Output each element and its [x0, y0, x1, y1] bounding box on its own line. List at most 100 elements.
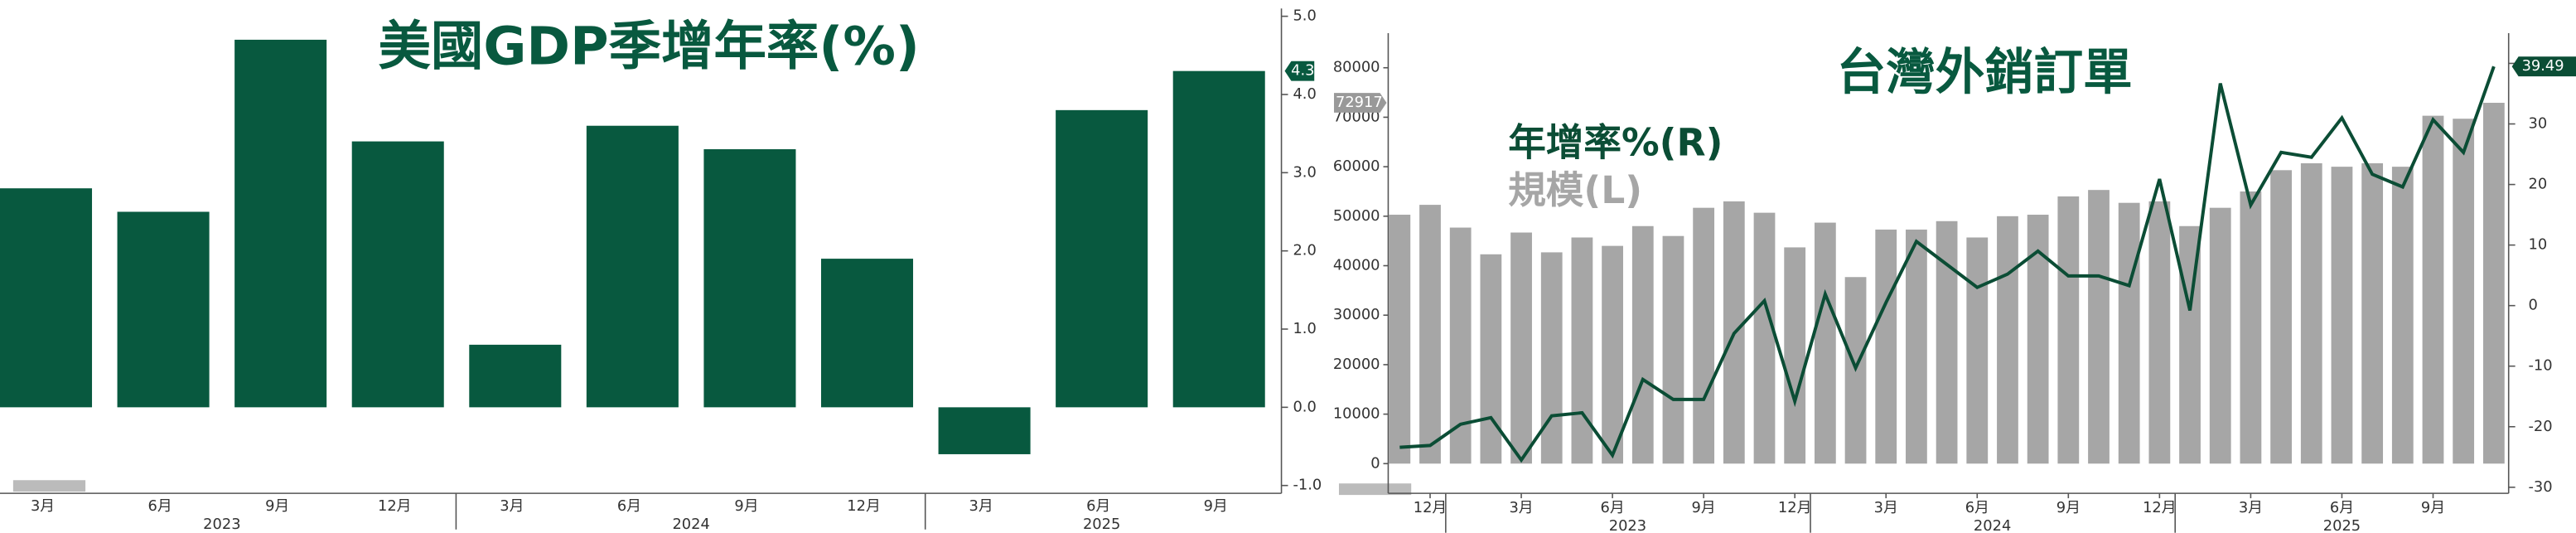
x-tick-label: 6月 — [1086, 497, 1110, 515]
bar — [1875, 229, 1897, 464]
bar — [351, 141, 444, 408]
bar — [1540, 252, 1563, 464]
bar — [2088, 190, 2110, 464]
bar — [2118, 202, 2140, 464]
y-tick-label: 10000 — [1333, 405, 1380, 423]
value-tag — [1284, 61, 1315, 81]
x-tick-label: 3月 — [2239, 499, 2263, 516]
y-tick-label: 60000 — [1333, 157, 1380, 175]
bar — [1056, 109, 1148, 408]
value-label: 72917 — [1336, 94, 1383, 111]
bar — [234, 39, 327, 408]
bar — [1753, 212, 1776, 464]
chart-title: 美國GDP季增年率(%) — [378, 15, 919, 76]
bar — [1997, 216, 2018, 464]
bar — [1602, 245, 1623, 464]
x-tick-label: 9月 — [2421, 499, 2445, 516]
x-tick-label: 6月 — [2330, 499, 2354, 516]
x-tick-label: 9月 — [1204, 497, 1228, 515]
bar — [2270, 170, 2292, 464]
legend-entry: 年增率%(R) — [1508, 120, 1723, 164]
x-tick-label: 3月 — [500, 497, 524, 515]
year-label: 2023 — [1609, 517, 1646, 533]
control-button[interactable] — [1338, 483, 1412, 496]
x-tick-label: 12月 — [1778, 499, 1812, 516]
bar — [0, 188, 93, 408]
bar — [1172, 70, 1265, 408]
y-tick-label: 4.0 — [1293, 85, 1316, 103]
bar — [2422, 115, 2444, 464]
y2-tick-label: -10 — [2528, 357, 2552, 375]
y-tick-label: 0 — [1370, 454, 1380, 472]
bar — [1419, 205, 1441, 464]
legend-entry: 規模(L) — [1508, 168, 1642, 212]
year-label: 2023 — [203, 516, 240, 533]
year-label: 2025 — [1083, 516, 1120, 533]
y-tick-label: 80000 — [1333, 59, 1380, 76]
bar — [117, 211, 210, 408]
bar — [820, 259, 914, 408]
bar — [2453, 119, 2475, 464]
x-tick-label: 3月 — [969, 497, 993, 515]
y2-tick-label: -30 — [2528, 478, 2552, 496]
x-tick-label: 6月 — [1965, 499, 1989, 516]
value-label: 39.49 — [2522, 57, 2564, 75]
value-tag — [2511, 56, 2576, 77]
bar — [703, 149, 796, 408]
y2-tick-label: 10 — [2528, 236, 2547, 254]
x-tick-label: 3月 — [31, 497, 55, 515]
bar — [1571, 237, 1593, 464]
y-tick-label: 40000 — [1333, 257, 1380, 274]
y-tick-label: 30000 — [1333, 306, 1380, 323]
bar — [1662, 235, 1684, 464]
x-tick-label: 12月 — [1414, 499, 1447, 516]
chart-title: 台灣外銷訂單 — [1837, 45, 2133, 102]
value-tag — [1334, 93, 1387, 113]
year-label: 2025 — [2323, 517, 2361, 533]
bar — [2300, 162, 2322, 464]
control-button[interactable] — [12, 480, 86, 492]
bar — [938, 407, 1031, 454]
y2-tick-label: 0 — [2528, 297, 2537, 314]
bar — [1480, 254, 1502, 464]
year-label: 2024 — [672, 516, 709, 533]
x-tick-label: 12月 — [2143, 499, 2177, 516]
x-tick-label: 9月 — [265, 497, 289, 515]
x-tick-label: 9月 — [2056, 499, 2081, 516]
x-tick-label: 12月 — [378, 497, 412, 515]
bar — [1631, 225, 1654, 464]
y-tick-label: 3.0 — [1293, 163, 1316, 181]
y-tick-label: 5.0 — [1293, 7, 1316, 25]
y-tick-label: 1.0 — [1293, 320, 1316, 337]
bar — [2240, 191, 2262, 464]
bar — [586, 125, 679, 408]
bar — [1784, 247, 1806, 464]
y-tick-label: 2.0 — [1293, 242, 1316, 259]
bar — [2391, 167, 2414, 464]
bar — [469, 344, 562, 408]
bar — [1936, 220, 1958, 464]
x-tick-label: 3月 — [1874, 499, 1898, 516]
bar — [2209, 207, 2231, 464]
y2-tick-label: 30 — [2528, 115, 2547, 133]
x-tick-label: 9月 — [734, 497, 758, 515]
x-tick-label: 6月 — [617, 497, 641, 515]
x-tick-label: 12月 — [847, 497, 881, 515]
bar — [1814, 222, 1836, 464]
bar — [1906, 229, 1927, 464]
year-label: 2024 — [1974, 517, 2011, 533]
x-tick-label: 9月 — [1692, 499, 1716, 516]
y-tick-label: 20000 — [1333, 356, 1380, 373]
x-tick-label: 3月 — [1509, 499, 1533, 516]
bar — [1966, 237, 1989, 464]
bar — [2482, 103, 2505, 464]
y-tick-label: 50000 — [1333, 207, 1380, 225]
value-label: 4.3 — [1291, 62, 1314, 80]
bar — [2148, 201, 2171, 464]
bar — [1389, 215, 1411, 464]
bar — [1693, 207, 1715, 464]
y2-tick-label: -20 — [2528, 418, 2552, 435]
bar — [1510, 232, 1532, 464]
